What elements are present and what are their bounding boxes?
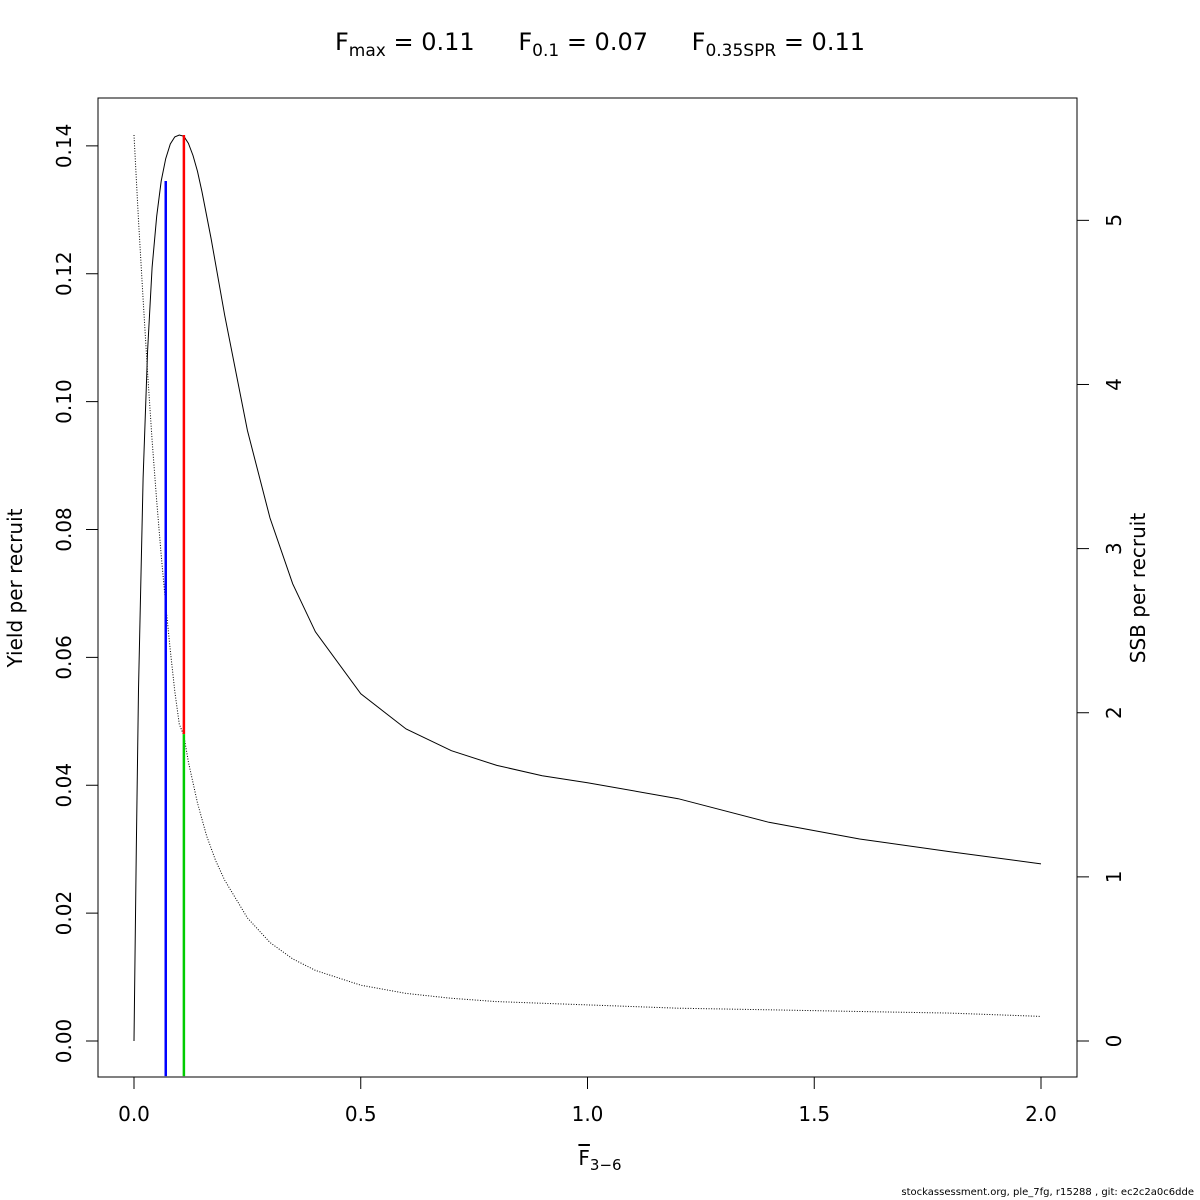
y-tick-label: 0.08 bbox=[52, 507, 76, 552]
ssb-per-recruit-curve bbox=[133, 134, 1042, 1017]
y-tick-label: 0.00 bbox=[52, 1019, 76, 1064]
y2-tick-label: 0 bbox=[1102, 1035, 1126, 1048]
yield-per-recruit-curve bbox=[133, 134, 1042, 1042]
y-tick-label: 0.12 bbox=[52, 251, 76, 296]
y2-axis-label: SSB per recruit bbox=[1126, 513, 1150, 664]
y2-tick-label: 2 bbox=[1102, 706, 1126, 719]
y-tick-label: 0.04 bbox=[52, 763, 76, 808]
title-f01: F0.1 = 0.07 bbox=[518, 28, 648, 61]
y-tick-label: 0.06 bbox=[52, 635, 76, 680]
x-tick-label: 1.5 bbox=[798, 1102, 830, 1126]
y2-tick-label: 3 bbox=[1102, 542, 1126, 555]
x-tick-label: 2.0 bbox=[1025, 1102, 1057, 1126]
x-axis-label: F3−6 bbox=[578, 1146, 622, 1174]
y-axis-label: Yield per recruit bbox=[3, 508, 27, 668]
x-tick-label: 0.5 bbox=[345, 1102, 377, 1126]
y-tick-label: 0.02 bbox=[52, 891, 76, 936]
y2-tick-label: 4 bbox=[1102, 378, 1126, 391]
footer-note: stockassessment.org, ple_7fg, r15288 , g… bbox=[901, 1187, 1194, 1198]
title-fmax: Fmax = 0.11 bbox=[334, 28, 475, 61]
x-tick-label: 1.0 bbox=[572, 1102, 604, 1126]
y-tick-label: 0.14 bbox=[52, 124, 76, 169]
y-tick-label: 0.10 bbox=[52, 379, 76, 424]
chart-title: Fmax = 0.11 F0.1 = 0.07 F0.35SPR = 0.11 bbox=[0, 28, 1200, 61]
plot-frame bbox=[97, 97, 1078, 1078]
y2-tick-label: 1 bbox=[1102, 871, 1126, 884]
title-fspr: F0.35SPR = 0.11 bbox=[691, 28, 865, 61]
y2-tick-label: 5 bbox=[1102, 214, 1126, 227]
x-tick-label: 0.0 bbox=[118, 1102, 150, 1126]
